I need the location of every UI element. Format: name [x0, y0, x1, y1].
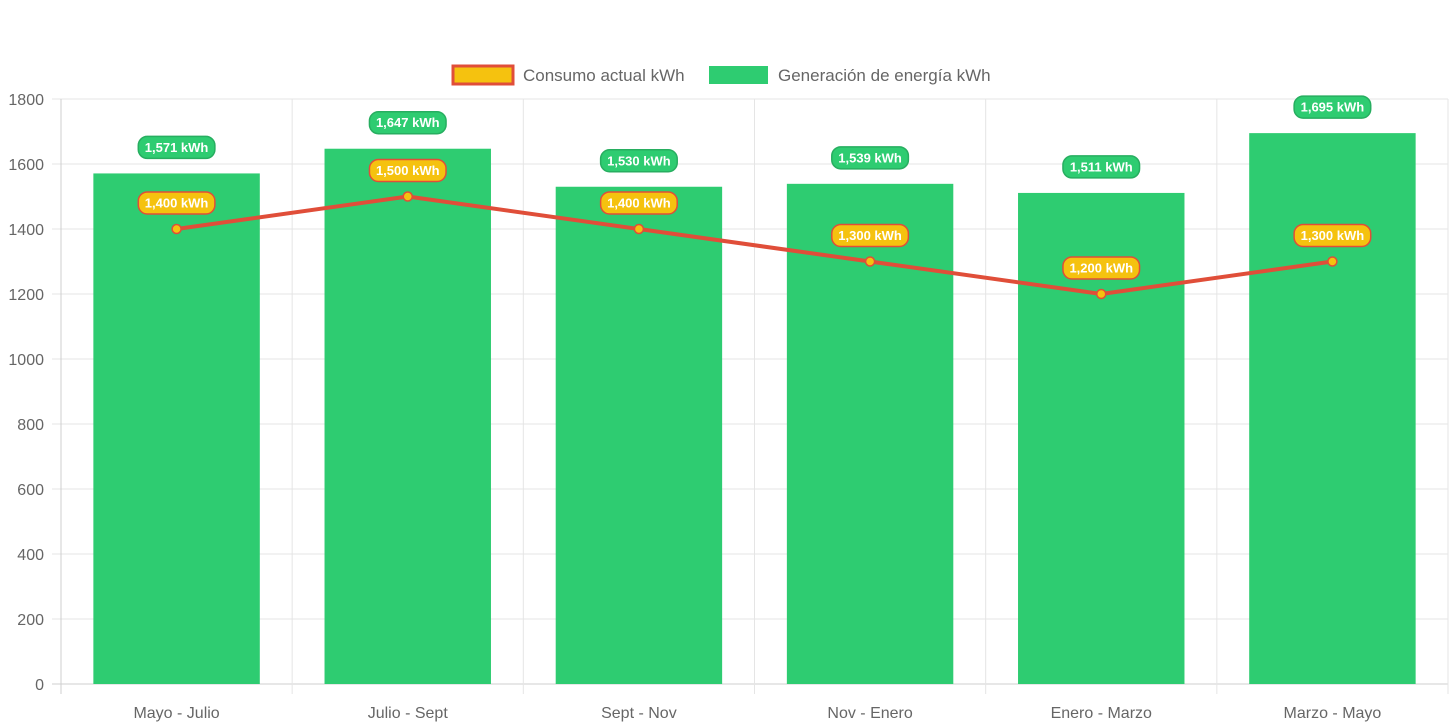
consumption-line-path	[176, 194, 1333, 296]
y-tick-label: 1000	[8, 352, 44, 369]
consumption-point	[1327, 256, 1338, 267]
consumption-value-label-text: 1,300 kWh	[838, 228, 902, 243]
generation-value-label-text: 1,539 kWh	[838, 150, 902, 165]
x-tick-label: Julio - Sept	[368, 705, 449, 722]
consumption-value-label: 1,400 kWh	[137, 191, 216, 215]
x-tick-label: Sept - Nov	[601, 705, 677, 722]
consumption-value-label-bg	[831, 223, 910, 248]
generation-value-label-text: 1,571 kWh	[145, 140, 209, 155]
generation-value-label-text: 1,511 kWh	[1070, 159, 1133, 174]
consumption-value-label: 1,500 kWh	[368, 158, 447, 183]
consumption-value-label-text: 1,400 kWh	[145, 196, 209, 211]
consumption-value-label: 1,300 kWh	[1293, 223, 1372, 248]
y-tick-label: 200	[17, 612, 44, 629]
consumption-value-label-bg	[137, 191, 216, 215]
consumption-value-label: 1,200 kWh	[1062, 256, 1141, 280]
x-axis-ticks: Mayo - Julio Julio - Sept Sept - Nov Nov - …	[133, 705, 1381, 722]
y-tick-label: 1400	[8, 222, 44, 239]
x-tick-label: Mayo - Julio	[133, 705, 219, 722]
consumption-value-label: 1,400 kWh	[599, 191, 678, 215]
generation-value-label-bg	[599, 149, 678, 173]
consumption-value-label-text: 1,200 kWh	[1069, 261, 1133, 276]
generation-bar	[93, 173, 260, 685]
consumption-point	[633, 223, 645, 235]
generation-value-label-bg	[137, 135, 216, 160]
x-tick-label: Marzo - Mayo	[1284, 705, 1382, 722]
data-labels: 1,571 kWh 1,647 kWh 1,530 kWh 1,539 kWh 1,51…	[137, 95, 1372, 280]
consumption-line	[171, 191, 1338, 300]
y-tick-label: 400	[17, 547, 44, 564]
generation-value-label: 1,695 kWh	[1293, 95, 1372, 119]
y-tick-label: 800	[17, 417, 44, 434]
generation-bar	[324, 148, 491, 685]
x-tick-label: Nov - Enero	[827, 705, 912, 722]
consumption-point	[864, 256, 876, 267]
generation-value-label-bg	[831, 146, 910, 170]
legend-label-consumo: Consumo actual kWh	[523, 66, 685, 85]
consumption-value-label-text: 1,500 kWh	[376, 163, 440, 178]
consumption-value-label-bg	[1062, 256, 1141, 280]
generation-value-label: 1,571 kWh	[137, 135, 216, 160]
consumption-point	[171, 223, 182, 235]
consumption-value-label-bg	[368, 158, 447, 183]
y-tick-label: 1600	[8, 157, 44, 174]
generation-value-label: 1,530 kWh	[599, 149, 678, 173]
generation-value-label-text: 1,647 kWh	[376, 115, 440, 130]
y-axis-ticks: 0 200 400 600 800 1000 1200 1400 1600 1800	[8, 92, 44, 694]
consumption-point	[402, 191, 413, 202]
consumption-value-label-bg	[1293, 223, 1372, 248]
generation-value-label: 1,539 kWh	[831, 146, 910, 170]
generation-bar	[555, 186, 723, 684]
legend-label-generacion: Generación de energía kWh	[778, 66, 991, 85]
consumption-point	[1096, 288, 1107, 300]
x-tick-label: Enero - Marzo	[1051, 705, 1152, 722]
generation-bar	[1249, 133, 1416, 684]
consumption-value-label-bg	[599, 191, 678, 215]
generation-value-label-text: 1,695 kWh	[1301, 100, 1365, 115]
legend-swatch-generacion	[709, 66, 768, 84]
generation-value-label-bg	[1062, 155, 1141, 179]
consumption-value-label-text: 1,300 kWh	[1301, 228, 1365, 243]
legend-item-consumo[interactable]: Consumo actual kWh	[451, 64, 685, 86]
y-tick-label: 1200	[8, 287, 44, 304]
y-tick-label: 600	[17, 482, 44, 499]
generation-value-label-text: 1,530 kWh	[607, 153, 671, 168]
generation-value-label: 1,511 kWh	[1062, 155, 1141, 179]
generation-bar	[786, 183, 954, 684]
y-tick-label: 1800	[8, 92, 44, 109]
legend: Consumo actual kWh Generación de energía…	[451, 64, 991, 86]
legend-item-generacion[interactable]: Generación de energía kWh	[709, 66, 991, 85]
generation-value-label-bg	[368, 110, 447, 135]
legend-swatch-consumo	[451, 64, 515, 86]
consumption-value-label: 1,300 kWh	[831, 223, 910, 248]
generation-value-label-bg	[1293, 95, 1372, 119]
consumption-value-label-text: 1,400 kWh	[607, 196, 671, 211]
y-tick-label: 0	[35, 677, 44, 694]
grid	[52, 98, 1449, 694]
generation-value-label: 1,647 kWh	[368, 110, 447, 135]
